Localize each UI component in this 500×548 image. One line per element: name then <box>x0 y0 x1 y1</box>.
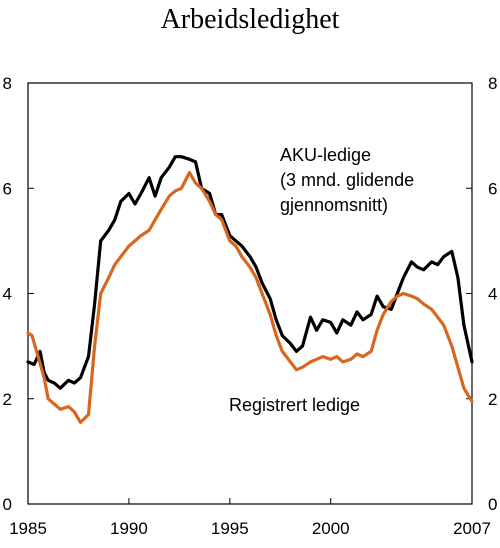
x-tick-label: 1990 <box>110 519 148 538</box>
y-tick-label-left: 6 <box>3 179 12 198</box>
x-tick-label: 2007 <box>453 519 491 538</box>
y-tick-label-right: 0 <box>488 495 497 514</box>
y-tick-label-left: 2 <box>3 390 12 409</box>
annotation-aku-line1: AKU-ledige <box>280 145 371 165</box>
y-axis-left: 0 2 4 6 8 <box>3 74 34 514</box>
series-registrert-line <box>26 170 474 424</box>
series-layer <box>26 155 474 424</box>
y-tick-label-right: 2 <box>488 390 497 409</box>
x-tick-label: 1985 <box>9 519 47 538</box>
y-tick-label-right: 6 <box>488 179 497 198</box>
annotation-aku-line3: gjennomsnitt) <box>280 195 388 215</box>
x-axis: 1985 1990 1995 2000 2007 <box>9 498 491 538</box>
x-tick-label: 1995 <box>211 519 249 538</box>
y-axis-right: 0 2 4 6 8 <box>466 74 497 514</box>
y-tick-label-left: 4 <box>3 285 12 304</box>
y-tick-label-right: 8 <box>488 74 497 93</box>
y-tick-label-left: 0 <box>3 495 12 514</box>
chart-title: Arbeidsledighet <box>161 4 340 35</box>
annotation-registrert: Registrert ledige <box>229 395 360 415</box>
y-tick-label-right: 4 <box>488 285 497 304</box>
y-tick-label-left: 8 <box>3 74 12 93</box>
annotation-aku-line2: (3 mnd. glidende <box>280 170 414 190</box>
x-tick-label: 2000 <box>312 519 350 538</box>
